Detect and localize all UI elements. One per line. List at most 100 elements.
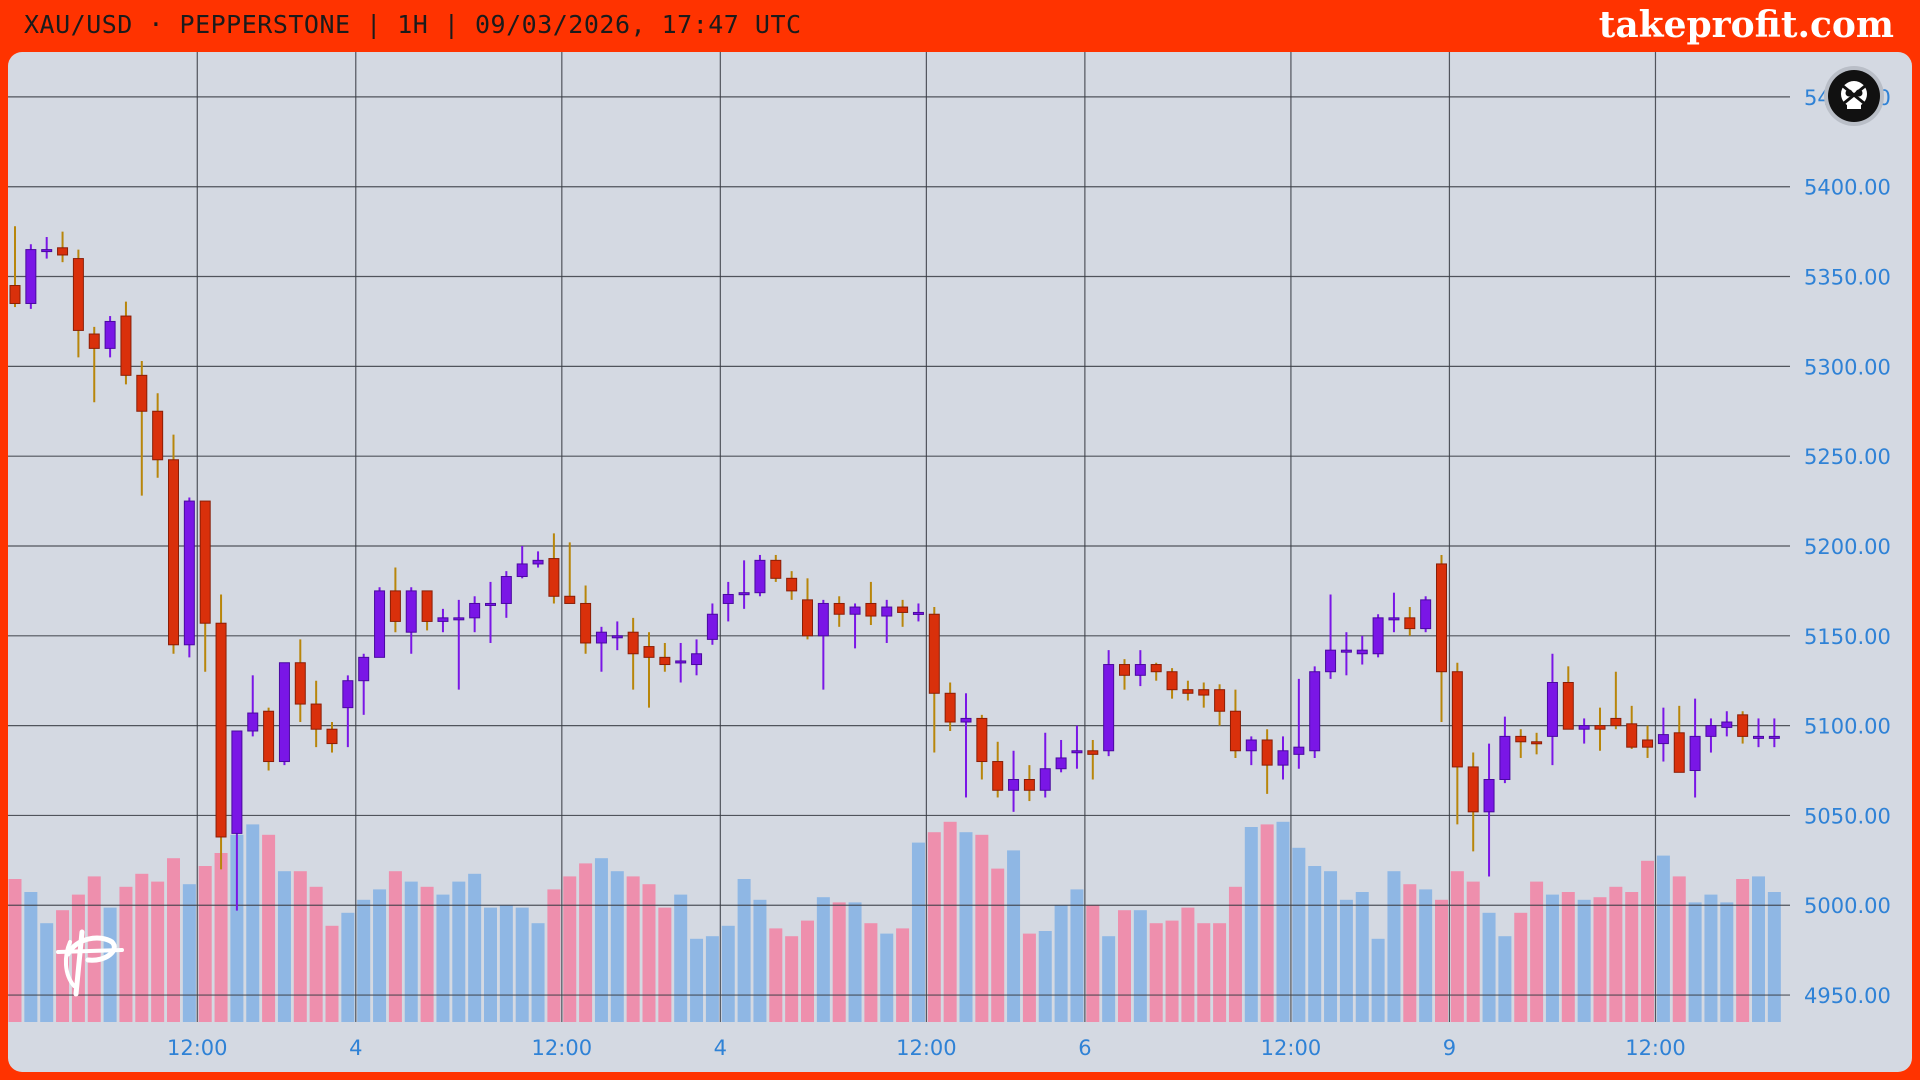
candle-down <box>72 258 84 331</box>
candle-up <box>183 500 195 646</box>
volume-bar <box>1482 912 1496 1022</box>
candle-down <box>865 602 877 617</box>
candle-up <box>706 613 718 640</box>
volume-bar <box>56 910 70 1022</box>
volume-bar <box>1752 876 1765 1022</box>
candle-up <box>1277 750 1289 766</box>
y-tick-label: 5100.00 <box>1804 715 1891 739</box>
x-tick-label: 12:00 <box>167 1036 228 1060</box>
volume-bar <box>135 873 149 1022</box>
candle-up <box>342 680 354 709</box>
x-tick-label: 9 <box>1443 1036 1456 1060</box>
candle-up <box>231 730 243 834</box>
volume-bar <box>1688 902 1702 1022</box>
volume-bar <box>1133 910 1147 1022</box>
volume-bar <box>832 902 846 1022</box>
volume-bar <box>690 938 704 1022</box>
volume-bar <box>1149 923 1163 1022</box>
y-tick-label: 5400.00 <box>1804 176 1891 200</box>
candle-down <box>580 602 592 644</box>
candle-down <box>564 595 576 604</box>
volume-bar <box>468 873 482 1022</box>
candle-up <box>453 617 465 621</box>
volume-bar <box>1641 860 1655 1022</box>
volume-bar <box>1561 892 1575 1022</box>
candle-down <box>389 590 401 622</box>
volume-bar <box>8 879 22 1022</box>
candle-down <box>976 717 988 763</box>
volume-bar <box>277 871 291 1022</box>
volume-bar <box>325 925 339 1022</box>
volume-bar <box>1070 889 1084 1022</box>
candle-up <box>1340 649 1352 653</box>
volume-bar <box>801 920 814 1022</box>
candle-up <box>611 635 623 639</box>
candle-down <box>199 500 211 624</box>
candle-up <box>1356 649 1368 655</box>
candle-down <box>1166 671 1178 691</box>
brand-logo-text[interactable]: takeprofit.com <box>1598 4 1894 46</box>
candle-down <box>548 558 560 597</box>
volume-bar <box>40 923 54 1022</box>
volume-bar <box>515 907 529 1022</box>
volume-bar <box>1466 881 1480 1022</box>
volume-bar <box>991 868 1005 1022</box>
candle-down <box>1436 563 1447 673</box>
candle-up <box>738 592 750 596</box>
volume-bar <box>214 853 228 1022</box>
candle-up <box>358 656 370 682</box>
price-chart[interactable]: 5450.005400.005350.005300.005250.005200.… <box>8 52 1912 1072</box>
volume-bar <box>499 905 513 1022</box>
candle-down <box>1610 717 1622 727</box>
volume-bar <box>816 897 830 1022</box>
volume-bar <box>1514 912 1528 1022</box>
candle-up <box>1705 725 1717 737</box>
volume-bar <box>1593 897 1607 1022</box>
volume-bar <box>1767 892 1781 1022</box>
chart-title: XAU/USD · PEPPERSTONE | 1H | 09/03/2026,… <box>24 10 802 39</box>
candle-up <box>1483 779 1495 813</box>
volume-bar <box>1165 920 1179 1022</box>
volume-bar <box>1118 910 1131 1022</box>
candle-up <box>1134 664 1146 676</box>
candle-up <box>1008 779 1020 791</box>
candle-down <box>1214 689 1226 712</box>
volume-bar <box>1228 886 1242 1022</box>
volume-bar <box>959 832 973 1022</box>
volume-bar <box>1704 894 1718 1022</box>
candle-up <box>405 590 417 633</box>
volume-bar <box>1625 892 1639 1022</box>
y-tick-label: 5300.00 <box>1804 355 1891 379</box>
volume-bar <box>1656 855 1670 1022</box>
candle-up <box>374 590 386 658</box>
volume-bar <box>1244 827 1258 1022</box>
volume-bar <box>1292 847 1306 1022</box>
candle-down <box>833 602 845 615</box>
candle-down <box>152 410 164 461</box>
volume-bar <box>1102 936 1116 1022</box>
candle-down <box>57 247 69 256</box>
volume-bar <box>531 923 545 1022</box>
candle-down <box>1182 689 1194 694</box>
volume-bar <box>1435 899 1448 1022</box>
x-tick-label: 12:00 <box>896 1036 957 1060</box>
candle-up <box>278 662 290 763</box>
candle-up <box>1039 768 1051 791</box>
candle-up <box>104 320 116 349</box>
volume-bar <box>24 892 38 1022</box>
volume-bar <box>911 842 925 1022</box>
candle-down <box>802 599 813 637</box>
volume-bar <box>1371 938 1385 1022</box>
candle-up <box>881 606 893 617</box>
skull-badge-icon[interactable] <box>1828 70 1880 122</box>
chart-area[interactable]: 5450.005400.005350.005300.005250.005200.… <box>8 52 1912 1072</box>
volume-bar <box>1308 866 1322 1022</box>
volume-bar <box>151 881 165 1022</box>
x-tick-label: 12:00 <box>1625 1036 1686 1060</box>
candle-down <box>1198 689 1210 696</box>
volume-bar <box>705 936 719 1022</box>
volume-bar <box>864 923 878 1022</box>
volume-bar <box>373 889 387 1022</box>
volume-bar <box>547 889 561 1022</box>
volume-bar <box>1086 905 1100 1022</box>
